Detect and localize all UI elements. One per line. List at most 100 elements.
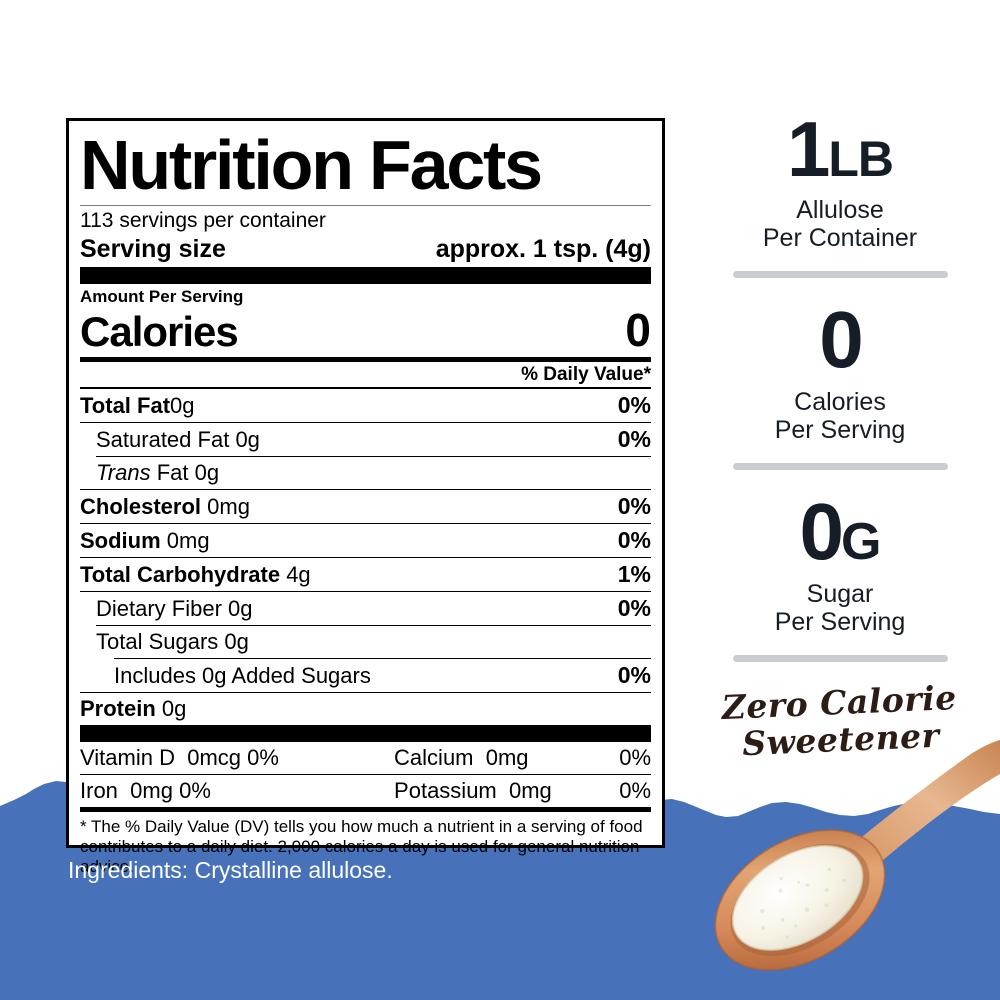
- callout-subtitle-line1: Allulose: [796, 196, 884, 224]
- callout-subtitle-line1: Sugar: [806, 580, 874, 608]
- sweetener-heap: [732, 846, 863, 950]
- callout-number: 0: [799, 487, 844, 576]
- callout-subtitle: Sugar Per Serving: [690, 580, 990, 636]
- nutrient-amount: 0mg: [166, 528, 210, 553]
- micronutrient-name: Iron: [80, 778, 118, 803]
- nutrient-name: Cholesterol: [80, 494, 202, 519]
- callout-number: 1: [786, 105, 830, 193]
- micronutrient-amount: 0mg: [509, 778, 552, 803]
- nutrient-dv: 0%: [617, 426, 651, 452]
- divider-row: [96, 625, 651, 626]
- divider-row: [114, 658, 651, 659]
- nutrient-dv: 0%: [617, 662, 651, 688]
- micronutrient-amount: 0mcg: [187, 745, 241, 770]
- callout-subtitle: Calories Per Serving: [690, 388, 990, 444]
- nutrient-dv: 0%: [617, 493, 651, 519]
- nutrient-amount: Fat 0g: [156, 460, 220, 485]
- divider-row: [80, 692, 651, 693]
- daily-value-footnote: * The % Daily Value (DV) tells you how m…: [80, 817, 643, 876]
- nutrient-amount: 0g: [161, 696, 187, 721]
- nutrient-name: Saturated Fat: [96, 427, 230, 452]
- nutrient-name: Total Sugars: [96, 629, 219, 654]
- divider-row: [80, 591, 651, 592]
- spoon-illustration: [714, 740, 1000, 971]
- callout-value: 0G: [690, 492, 990, 572]
- nutrient-row-sodium: Sodium 0mg 0%: [80, 524, 651, 557]
- nutrient-amount: 0g: [170, 393, 195, 418]
- callout-divider-1: [732, 271, 948, 278]
- micronutrient-name: Calcium: [394, 745, 474, 770]
- nutrient-row-cholesterol: Cholesterol 0mg 0%: [80, 490, 651, 523]
- nutrition-facts-panel: Nutrition Facts 113 servings per contain…: [66, 118, 665, 876]
- nutrient-row-dietary-fiber: Dietary Fiber 0g 0%: [80, 592, 651, 625]
- nutrient-dv: 1%: [617, 561, 651, 587]
- nutrient-row-total-carbohydrate: Total Carbohydrate 4g 1%: [80, 558, 651, 591]
- callout-unit: G: [841, 513, 881, 571]
- spoon-bowl: [714, 829, 886, 971]
- divider-hairline: [80, 205, 651, 206]
- nutrient-name: Trans: [96, 460, 151, 485]
- callout-value: 1LB: [690, 110, 990, 188]
- micronutrient-row-2: Iron 0mg 0% Potassium 0mg 0%: [80, 775, 651, 807]
- nutrient-amount: 0g: [228, 596, 253, 621]
- nutrient-name: Sodium: [80, 528, 161, 553]
- servings-per-container: 113 servings per container: [80, 209, 326, 232]
- micronutrient-dv: 0%: [247, 745, 279, 770]
- callout-subtitle-line1: Calories: [794, 388, 886, 416]
- micronutrient-amount: 0mg: [130, 778, 173, 803]
- callout-subtitle-line2: Per Container: [762, 224, 918, 252]
- amount-per-serving-label: Amount Per Serving: [80, 287, 244, 306]
- divider-under-dv: [80, 387, 651, 389]
- nutrient-name: Total Carbohydrate: [80, 562, 281, 587]
- nutrient-row-protein: Protein 0g: [80, 693, 651, 725]
- serving-size-row: Serving size approx. 1 tsp. (4g): [80, 234, 651, 267]
- micronutrient-name: Potassium: [394, 778, 497, 803]
- callout-weight: 1LB Allulose Per Container: [690, 110, 990, 252]
- micronutrient-dv: 0%: [619, 778, 651, 803]
- nutrient-name: Total Fat: [80, 393, 171, 418]
- calories-label: Calories: [80, 308, 239, 355]
- callout-subtitle-line2: Per Serving: [774, 416, 906, 444]
- callout-divider-2: [732, 463, 948, 470]
- micronutrient-dv: 0%: [619, 745, 651, 770]
- divider-medium: [80, 357, 651, 362]
- micronutrient-dv: 0%: [179, 778, 211, 803]
- nutrient-amount: 0mg: [207, 494, 250, 519]
- divider-row: [80, 422, 651, 423]
- nutrient-dv: 0%: [617, 392, 651, 418]
- callout-sugar: 0G Sugar Per Serving: [690, 492, 990, 637]
- divider-row: [80, 489, 651, 490]
- divider-thick-top: [80, 267, 651, 284]
- nutrient-name: Protein: [80, 696, 156, 721]
- callout-subtitle-line2: Per Serving: [774, 608, 906, 636]
- divider-row: [80, 523, 651, 524]
- callout-value: 0: [690, 300, 990, 380]
- serving-size-value: approx. 1 tsp. (4g): [435, 235, 651, 263]
- divider-thick-micronutrients: [80, 725, 651, 742]
- callout-subtitle: Allulose Per Container: [690, 196, 990, 252]
- daily-value-header: % Daily Value*: [521, 364, 651, 385]
- nutrient-row-total-sugars: Total Sugars 0g: [80, 626, 651, 658]
- nutrient-row-total-fat: Total Fat0g 0%: [80, 389, 651, 422]
- micronutrient-row-1: Vitamin D 0mcg 0% Calcium 0mg 0%: [80, 742, 651, 774]
- callout-column: 1LB Allulose Per Container 0 Calories Pe…: [690, 110, 990, 763]
- divider-row: [80, 557, 651, 558]
- micronutrient-amount: 0mg: [485, 745, 529, 770]
- nutrient-row-added-sugars: Includes 0g Added Sugars 0%: [80, 659, 651, 692]
- ingredients-text: Ingredients: Crystalline allulose.: [68, 857, 393, 883]
- tagline: Zero Calorie Sweetener: [689, 677, 992, 764]
- divider-row: [80, 774, 651, 775]
- nutrient-name: Dietary Fiber: [96, 596, 222, 621]
- nutrient-dv: 0%: [617, 527, 651, 553]
- nutrient-dv: 0%: [617, 595, 651, 621]
- nutrient-name: Includes 0g Added Sugars: [114, 663, 371, 688]
- calories-row: Calories 0: [80, 307, 651, 357]
- serving-size-label: Serving size: [80, 235, 226, 263]
- micronutrient-name: Vitamin D: [80, 745, 175, 770]
- nutrient-amount: 4g: [286, 562, 311, 587]
- callout-unit: LB: [828, 131, 894, 187]
- nutrient-row-saturated-fat: Saturated Fat 0g 0%: [80, 423, 651, 456]
- nutrient-amount: 0g: [235, 427, 260, 452]
- callout-divider-3: [732, 655, 948, 662]
